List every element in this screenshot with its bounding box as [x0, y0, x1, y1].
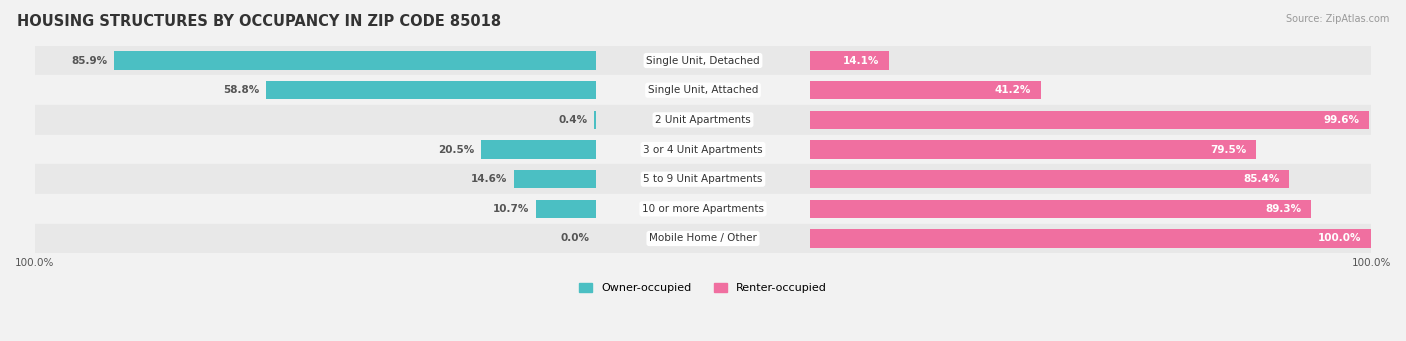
Bar — [810, 229, 1371, 248]
Text: Single Unit, Attached: Single Unit, Attached — [648, 85, 758, 95]
Bar — [35, 75, 1371, 105]
Text: 89.3%: 89.3% — [1265, 204, 1301, 214]
Text: 10.7%: 10.7% — [494, 204, 529, 214]
Bar — [35, 105, 1371, 135]
Bar — [593, 110, 596, 129]
Bar — [810, 51, 889, 70]
Bar — [35, 135, 1371, 164]
Bar — [515, 170, 596, 188]
Text: Mobile Home / Other: Mobile Home / Other — [650, 234, 756, 243]
Bar — [35, 164, 1371, 194]
Text: 99.6%: 99.6% — [1323, 115, 1360, 125]
Text: 3 or 4 Unit Apartments: 3 or 4 Unit Apartments — [643, 145, 763, 154]
Text: 85.9%: 85.9% — [72, 56, 107, 65]
Text: 2 Unit Apartments: 2 Unit Apartments — [655, 115, 751, 125]
Text: 20.5%: 20.5% — [439, 145, 474, 154]
Bar — [536, 199, 596, 218]
Bar — [810, 110, 1369, 129]
Bar — [35, 194, 1371, 224]
Bar — [35, 224, 1371, 253]
Text: 79.5%: 79.5% — [1211, 145, 1246, 154]
Text: 14.1%: 14.1% — [842, 56, 879, 65]
Text: HOUSING STRUCTURES BY OCCUPANCY IN ZIP CODE 85018: HOUSING STRUCTURES BY OCCUPANCY IN ZIP C… — [17, 14, 501, 29]
Bar — [810, 140, 1256, 159]
Bar — [810, 170, 1289, 188]
Bar — [810, 81, 1042, 99]
Bar — [266, 81, 596, 99]
Text: 100.0%: 100.0% — [1317, 234, 1361, 243]
Text: 85.4%: 85.4% — [1243, 174, 1279, 184]
Bar — [114, 51, 596, 70]
Text: Single Unit, Detached: Single Unit, Detached — [647, 56, 759, 65]
Bar — [810, 199, 1312, 218]
Bar — [35, 46, 1371, 75]
Text: 58.8%: 58.8% — [224, 85, 259, 95]
Bar — [481, 140, 596, 159]
Text: 0.0%: 0.0% — [561, 234, 589, 243]
Text: 0.4%: 0.4% — [558, 115, 588, 125]
Text: Source: ZipAtlas.com: Source: ZipAtlas.com — [1285, 14, 1389, 24]
Text: 5 to 9 Unit Apartments: 5 to 9 Unit Apartments — [644, 174, 762, 184]
Text: 10 or more Apartments: 10 or more Apartments — [643, 204, 763, 214]
Text: 41.2%: 41.2% — [995, 85, 1031, 95]
Text: 14.6%: 14.6% — [471, 174, 508, 184]
Legend: Owner-occupied, Renter-occupied: Owner-occupied, Renter-occupied — [579, 283, 827, 294]
